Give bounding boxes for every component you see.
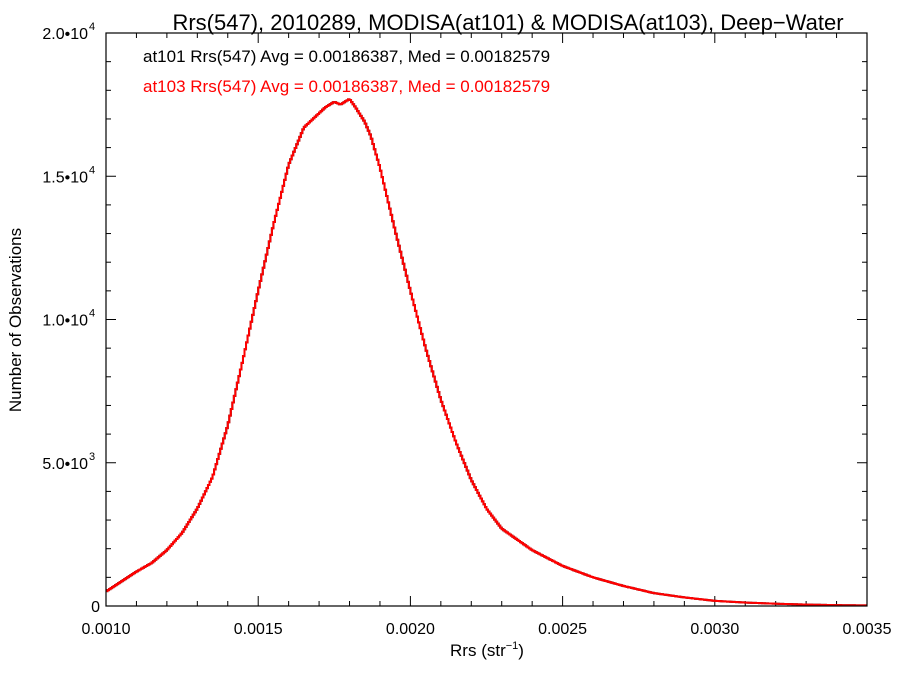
annotation-0: at101 Rrs(547) Avg = 0.00186387, Med = 0… (143, 47, 550, 66)
x-tick-label: 0.0015 (234, 621, 283, 638)
plot-frame (105, 32, 868, 607)
histogram-series-at103 (106, 98, 867, 607)
x-tick-label: 0.0010 (82, 621, 131, 638)
x-tick-label: 0.0025 (538, 621, 587, 638)
y-tick-exponent: 3 (89, 451, 95, 463)
chart-title: Rrs(547), 2010289, MODISA(at101) & MODIS… (172, 10, 843, 35)
x-tick-label: 0.0030 (690, 621, 739, 638)
histogram-series-at101 (106, 98, 867, 607)
y-tick-label: 5.0•10 (42, 456, 88, 473)
y-tick-exponent: 4 (89, 21, 95, 33)
y-tick-label: 2.0•10 (42, 26, 88, 43)
y-tick-exponent: 4 (89, 164, 95, 176)
y-tick-label: 1.5•10 (42, 169, 88, 186)
x-tick-label: 0.0020 (386, 621, 435, 638)
x-tick-label: 0.0035 (843, 621, 892, 638)
annotation-1: at103 Rrs(547) Avg = 0.00186387, Med = 0… (143, 77, 550, 96)
y-tick-label: 1.0•10 (42, 313, 88, 330)
y-tick-label: 0 (91, 599, 100, 616)
y-tick-exponent: 4 (89, 308, 95, 320)
x-axis-label: Rrs (str−1) (450, 640, 524, 660)
y-axis-label: Number of Observations (6, 228, 25, 412)
